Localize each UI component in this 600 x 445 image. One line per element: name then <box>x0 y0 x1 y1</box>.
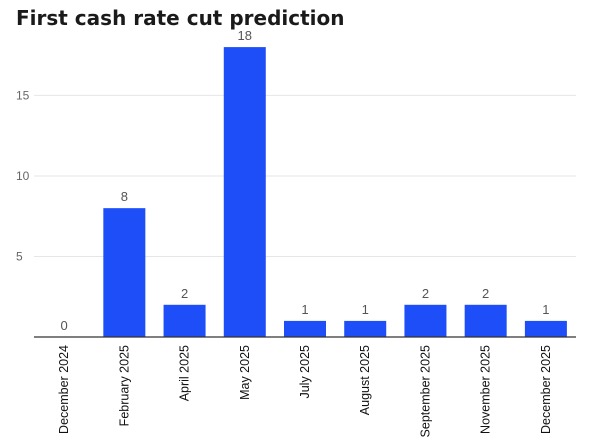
x-tick-label: April 2025 <box>178 345 192 401</box>
x-tick-label: August 2025 <box>358 345 372 415</box>
data-label: 2 <box>482 286 489 301</box>
bar <box>284 320 326 337</box>
bar <box>163 304 206 337</box>
x-tick-label: July 2025 <box>298 345 312 399</box>
x-tick-label: September 2025 <box>418 345 432 437</box>
x-tick-label: November 2025 <box>479 345 493 434</box>
data-label: 0 <box>60 318 67 333</box>
bar <box>223 47 266 338</box>
y-tick-label: 15 <box>16 88 30 102</box>
data-label: 1 <box>362 302 369 317</box>
x-tick-label: December 2025 <box>539 345 553 434</box>
bar <box>344 320 387 337</box>
x-tick-label: May 2025 <box>238 345 252 400</box>
data-label: 1 <box>542 302 549 317</box>
bar <box>404 304 447 337</box>
bar <box>524 320 567 337</box>
chart-title: First cash rate cut prediction <box>16 6 345 30</box>
data-label: 2 <box>422 286 429 301</box>
x-tick-label: December 2024 <box>57 345 71 434</box>
y-tick-label: 5 <box>16 249 23 263</box>
y-tick-label: 10 <box>16 169 30 183</box>
data-label: 2 <box>181 286 188 301</box>
bar <box>103 208 146 337</box>
x-tick-label: February 2025 <box>117 345 131 426</box>
data-label: 8 <box>121 189 128 204</box>
bar <box>464 304 507 337</box>
data-label: 1 <box>301 302 308 317</box>
data-label: 18 <box>238 28 252 43</box>
